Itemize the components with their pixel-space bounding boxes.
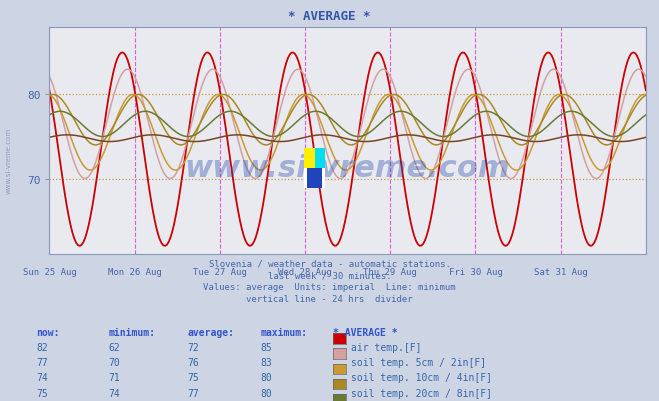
Bar [308,168,322,188]
Text: 71: 71 [109,373,121,383]
Text: Slovenia / weather data - automatic stations.: Slovenia / weather data - automatic stat… [208,259,451,267]
Text: 76: 76 [188,357,200,367]
Text: www.si-vreme.com: www.si-vreme.com [185,154,511,183]
Text: 80: 80 [260,373,272,383]
Text: minimum:: minimum: [109,327,156,337]
Text: * AVERAGE *: * AVERAGE * [288,10,371,23]
Text: 77: 77 [36,357,48,367]
Text: Wed 28 Aug: Wed 28 Aug [278,267,332,276]
Text: Thu 29 Aug: Thu 29 Aug [363,267,417,276]
Text: * AVERAGE *: * AVERAGE * [333,327,397,337]
Text: Mon 26 Aug: Mon 26 Aug [108,267,161,276]
Bar [315,148,326,168]
Text: 75: 75 [188,373,200,383]
Text: vertical line - 24 hrs  divider: vertical line - 24 hrs divider [246,295,413,304]
Text: Fri 30 Aug: Fri 30 Aug [449,267,502,276]
Text: 75: 75 [36,388,48,398]
Text: Values: average  Units: imperial  Line: minimum: Values: average Units: imperial Line: mi… [203,283,456,292]
Text: 62: 62 [109,342,121,352]
Text: soil temp. 20cm / 8in[F]: soil temp. 20cm / 8in[F] [351,388,492,398]
Text: Sat 31 Aug: Sat 31 Aug [534,267,587,276]
Text: maximum:: maximum: [260,327,307,337]
Text: last week / 30 minutes.: last week / 30 minutes. [268,271,391,279]
Text: soil temp. 5cm / 2in[F]: soil temp. 5cm / 2in[F] [351,357,486,367]
Text: air temp.[F]: air temp.[F] [351,342,422,352]
Text: 74: 74 [109,388,121,398]
Text: 83: 83 [260,357,272,367]
Text: 74: 74 [36,373,48,383]
Text: Sun 25 Aug: Sun 25 Aug [22,267,76,276]
Text: 85: 85 [260,342,272,352]
Text: 82: 82 [36,342,48,352]
Text: now:: now: [36,327,60,337]
Text: 70: 70 [109,357,121,367]
Text: 77: 77 [188,388,200,398]
Text: 72: 72 [188,342,200,352]
Text: average:: average: [188,327,235,337]
Text: 80: 80 [260,388,272,398]
Bar [304,148,315,168]
Text: soil temp. 10cm / 4in[F]: soil temp. 10cm / 4in[F] [351,373,492,383]
Text: Tue 27 Aug: Tue 27 Aug [193,267,246,276]
Text: www.si-vreme.com: www.si-vreme.com [5,128,11,193]
